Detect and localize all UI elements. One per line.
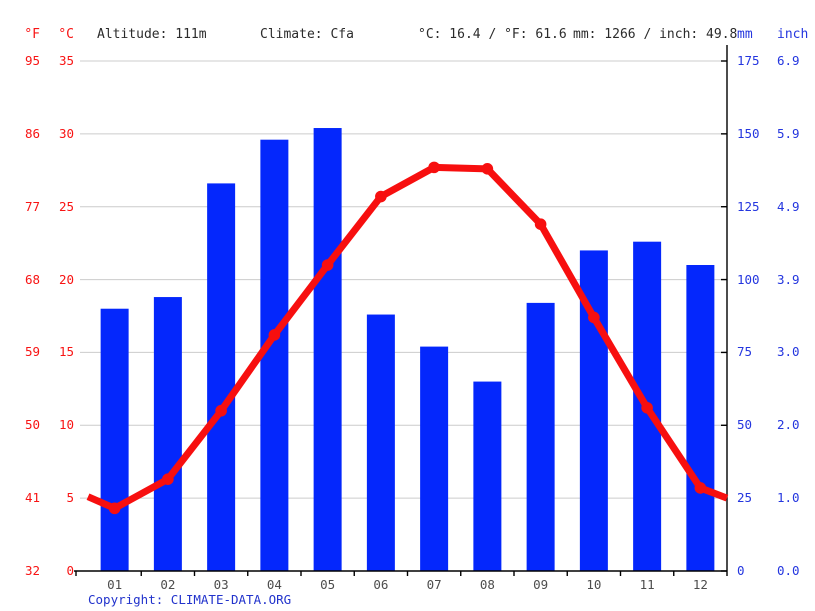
month-label: 03 [213, 577, 229, 592]
inch-tick-label: 6.9 [777, 53, 800, 68]
millimeter-tick-label: 25 [737, 490, 753, 506]
temperature-point [162, 473, 174, 486]
precipitation-bar [260, 139, 289, 571]
month-label: 02 [160, 577, 176, 592]
fahrenheit-tick-label: 50 [24, 417, 40, 433]
celsius-tick-label: 10 [58, 417, 74, 433]
fahrenheit-tick-label: 86 [24, 125, 40, 141]
fahrenheit-axis-unit: °F [24, 27, 40, 42]
mean-temperature-summary: °C: 16.4 / °F: 61.6 [418, 27, 567, 42]
millimeter-tick-label: 75 [737, 344, 753, 360]
temperature-point [375, 190, 387, 203]
millimeter-tick-label: 100 [737, 271, 760, 287]
month-label: 10 [586, 577, 602, 592]
temperature-point [428, 161, 440, 174]
temperature-line [86, 163, 729, 512]
millimeter-tick-label: 125 [737, 198, 760, 214]
copyright-link[interactable]: CLIMATE-DATA.ORG [170, 592, 292, 607]
precipitation-bar [420, 346, 449, 571]
fahrenheit-tick-label: 59 [24, 344, 40, 360]
temperature-point [268, 329, 281, 341]
celsius-tick-label: 25 [58, 198, 74, 214]
copyright: Copyright: CLIMATE-DATA.ORG [88, 592, 291, 607]
inch-axis-unit: inch [777, 27, 809, 42]
celsius-tick-label: 5 [66, 490, 74, 506]
fahrenheit-tick-label: 77 [24, 198, 40, 214]
inch-tick-label: 3.9 [777, 271, 800, 287]
millimeter-tick-label: 175 [737, 53, 760, 68]
copyright-label: Copyright: [88, 592, 164, 607]
inch-tick-label: 2.0 [777, 417, 800, 433]
precipitation-bar [526, 302, 555, 571]
precipitation-bar [100, 308, 129, 571]
millimeter-tick-label: 50 [737, 417, 753, 433]
inch-tick-label: 5.9 [777, 125, 800, 141]
temperature-point [215, 404, 227, 417]
month-label: 08 [479, 577, 495, 592]
month-label: 05 [320, 577, 336, 592]
month-label: 06 [373, 577, 389, 592]
month-label: 04 [266, 577, 282, 592]
precipitation-bar [313, 128, 342, 571]
month-label: 07 [426, 577, 442, 592]
month-label: 11 [639, 577, 655, 592]
fahrenheit-tick-label: 68 [24, 271, 40, 287]
celsius-tick-label: 0 [66, 563, 74, 578]
annual-precipitation-summary: mm: 1266 / inch: 49.8 [573, 27, 738, 42]
celsius-tick-label: 20 [58, 271, 74, 287]
celsius-tick-label: 30 [58, 125, 74, 141]
precipitation-bar [366, 314, 395, 571]
temperature-point [321, 259, 334, 271]
precipitation-bar [686, 265, 715, 571]
fahrenheit-tick-label: 95 [24, 53, 40, 68]
celsius-tick-label: 35 [58, 53, 74, 68]
temperature-point [534, 218, 547, 230]
precipitation-bar [473, 381, 502, 571]
millimeter-tick-label: 150 [737, 125, 760, 141]
inch-tick-label: 4.9 [777, 198, 800, 214]
inch-tick-label: 3.0 [777, 344, 800, 360]
precipitation-bar [153, 297, 182, 571]
celsius-tick-label: 15 [58, 344, 74, 360]
inch-tick-label: 0.0 [777, 563, 800, 578]
millimeter-axis-unit: mm [737, 27, 753, 42]
month-label: 01 [107, 577, 123, 592]
temperature-point [588, 311, 600, 324]
climate-classification-label: Climate: Cfa [260, 27, 354, 42]
temperature-point [481, 163, 494, 175]
altitude-label: Altitude: 111m [97, 27, 207, 42]
month-label: 09 [533, 577, 549, 592]
inch-tick-label: 1.0 [777, 490, 800, 506]
fahrenheit-tick-label: 41 [24, 490, 40, 506]
precipitation-bar [207, 183, 236, 571]
millimeter-tick-label: 0 [737, 563, 745, 578]
temperature-point [641, 402, 653, 414]
month-label: 12 [692, 577, 708, 592]
temperature-point [108, 502, 121, 515]
celsius-axis-unit: °C [58, 27, 74, 42]
temperature-point [694, 482, 707, 494]
fahrenheit-tick-label: 32 [24, 563, 40, 578]
